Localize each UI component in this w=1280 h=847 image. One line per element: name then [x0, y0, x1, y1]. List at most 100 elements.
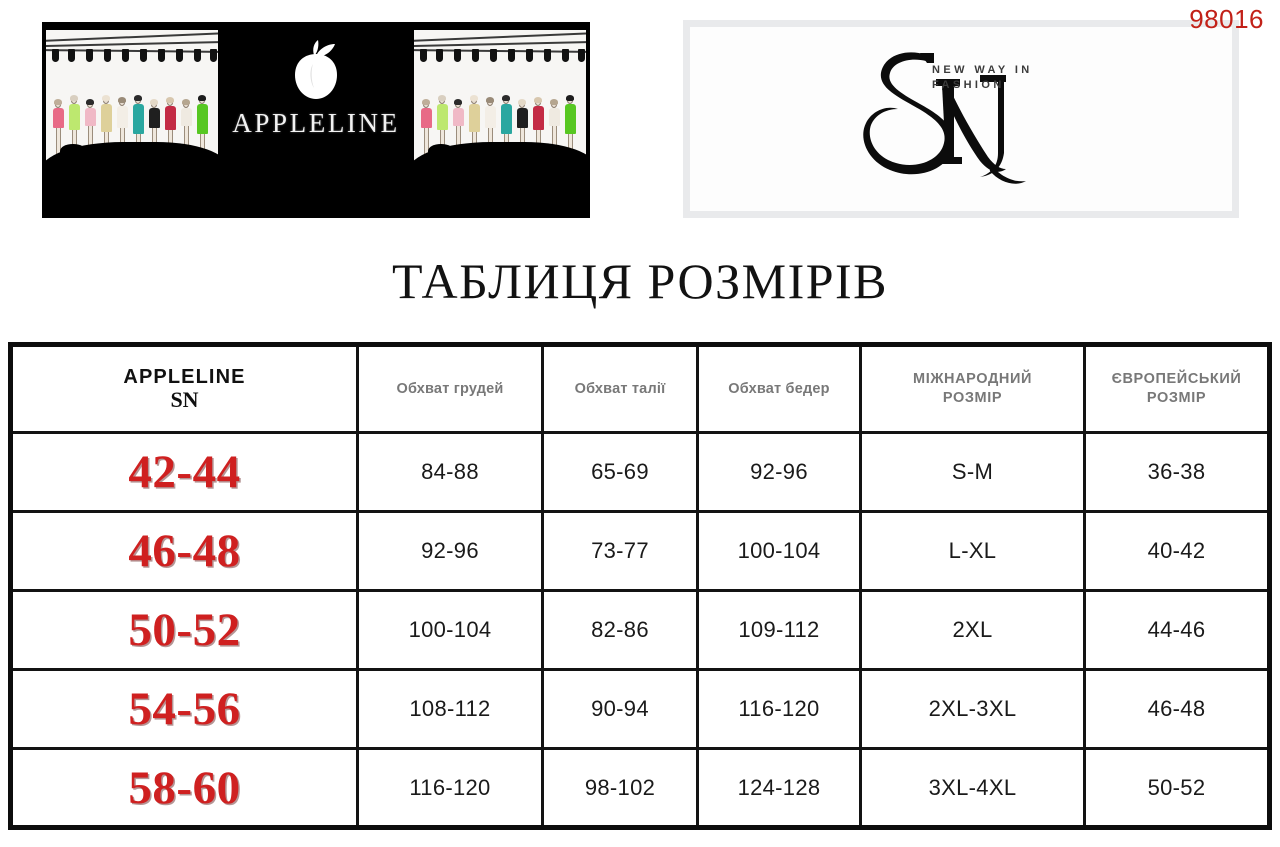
cell-hip: 109-112: [696, 589, 862, 671]
header-waist-label: Обхват талії: [574, 380, 666, 397]
header-cell-brand: APPLELINE SN: [9, 343, 359, 434]
european-value: 44-46: [1147, 617, 1206, 642]
header-brand-monogram: SN: [170, 387, 199, 412]
bust-value: 100-104: [408, 617, 492, 642]
table-row: 54-56 108-112 90-94 116-120 2XL-3XL 46-4…: [9, 668, 1271, 750]
fashion-runway-illustration-right: [414, 30, 586, 180]
cell-international: S-M: [859, 431, 1086, 513]
hip-value: 92-96: [750, 459, 808, 484]
cell-hip: 124-128: [696, 747, 862, 829]
bust-value: 108-112: [409, 696, 491, 721]
cell-bust: 116-120: [356, 747, 544, 829]
header-international-line1: МІЖНАРОДНИЙ: [913, 371, 1032, 387]
stage-truss-decoration: [46, 30, 218, 64]
cell-bust: 84-88: [356, 431, 544, 513]
european-value: 50-52: [1147, 774, 1206, 800]
cell-hip: 92-96: [696, 431, 862, 513]
cell-european: 40-42: [1083, 510, 1271, 592]
sn-brand-banner: NEW WAY IN FASHION: [683, 20, 1239, 218]
sn-tagline: NEW WAY IN FASHION: [932, 63, 1033, 93]
european-value: 40-42: [1147, 538, 1206, 563]
european-value: 46-48: [1147, 696, 1206, 721]
header-international-line2: РОЗМІР: [942, 390, 1003, 406]
table-row: 42-44 84-88 65-69 92-96 S-M 36-38: [9, 431, 1271, 513]
cell-size-ua: 42-44: [9, 431, 359, 513]
appleline-logo-block: APPLELINE: [224, 22, 408, 218]
bust-value: 84-88: [421, 459, 479, 484]
header-hip-label: Обхват бедер: [728, 380, 830, 397]
sn-tagline-line2: FASHION: [932, 79, 1005, 91]
cell-size-ua: 54-56: [9, 668, 359, 750]
size-ua-value: 50-52: [128, 604, 241, 656]
hip-value: 109-112: [738, 617, 820, 642]
cell-hip: 100-104: [696, 510, 862, 592]
waist-value: 90-94: [591, 696, 649, 721]
cell-waist: 98-102: [541, 747, 699, 829]
stage-truss-decoration: [414, 30, 586, 64]
header-bust-label: Обхват грудей: [396, 380, 504, 397]
header-cell-bust: Обхват грудей: [356, 343, 544, 434]
european-value: 36-38: [1147, 459, 1206, 484]
table-row: 58-60 116-120 98-102 124-128 3XL-4XL 50-…: [9, 747, 1271, 829]
cell-european: 44-46: [1083, 589, 1271, 671]
cell-bust: 100-104: [356, 589, 544, 671]
cell-international: 2XL-3XL: [859, 668, 1086, 750]
table-row: 50-52 100-104 82-86 109-112 2XL 44-46: [9, 589, 1271, 671]
cell-european: 36-38: [1083, 431, 1271, 513]
waist-value: 82-86: [591, 617, 649, 642]
size-chart-table: APPLELINE SN Обхват грудей Обхват талії …: [8, 342, 1272, 830]
cell-european: 50-52: [1083, 747, 1271, 829]
international-value: 2XL-3XL: [928, 696, 1017, 721]
cell-waist: 73-77: [541, 510, 699, 592]
header-european-line2: РОЗМІР: [1146, 390, 1207, 406]
header-cell-hip: Обхват бедер: [696, 343, 862, 434]
table-header-row: APPLELINE SN Обхват грудей Обхват талії …: [9, 343, 1271, 434]
appleline-wordmark: APPLELINE: [232, 108, 400, 138]
header-european-line1: ЄВРОПЕЙСЬКИЙ: [1111, 371, 1242, 387]
hip-value: 100-104: [737, 538, 821, 563]
cell-bust: 108-112: [356, 668, 544, 750]
international-value: 3XL-4XL: [928, 774, 1017, 800]
cell-european: 46-48: [1083, 668, 1271, 750]
apple-icon: [295, 40, 337, 99]
size-ua-value: 46-48: [128, 525, 241, 577]
waist-value: 65-69: [591, 459, 649, 484]
header-brand-name: APPLELINE: [123, 366, 246, 388]
hip-value: 116-120: [738, 696, 820, 721]
page-title: ТАБЛИЦЯ РОЗМІРІВ: [391, 253, 889, 309]
table-row: 46-48 92-96 73-77 100-104 L-XL 40-42: [9, 510, 1271, 592]
size-ua-value: 54-56: [128, 683, 241, 735]
header-cell-international: МІЖНАРОДНИЙ РОЗМІР: [859, 343, 1086, 434]
cell-size-ua: 58-60: [9, 747, 359, 829]
fashion-runway-illustration-left: [46, 30, 218, 180]
sn-monogram-icon: [863, 52, 1026, 184]
cell-international: L-XL: [859, 510, 1086, 592]
cell-international: 2XL: [859, 589, 1086, 671]
cell-waist: 82-86: [541, 589, 699, 671]
waist-value: 98-102: [584, 774, 656, 800]
header-cell-waist: Обхват талії: [541, 343, 699, 434]
appleline-brand-banner: APPLELINE: [42, 22, 590, 218]
banner-row: APPLELINE: [0, 0, 1280, 232]
size-ua-value: 58-60: [128, 761, 241, 814]
cell-size-ua: 46-48: [9, 510, 359, 592]
bust-value: 116-120: [409, 774, 491, 800]
sn-tagline-line1: NEW WAY IN: [932, 64, 1033, 76]
international-value: L-XL: [948, 538, 997, 563]
cell-bust: 92-96: [356, 510, 544, 592]
international-value: 2XL: [952, 617, 993, 642]
cell-international: 3XL-4XL: [859, 747, 1086, 829]
cell-size-ua: 50-52: [9, 589, 359, 671]
product-code: 98016: [1189, 4, 1264, 34]
size-ua-value: 42-44: [128, 446, 241, 498]
international-value: S-M: [951, 459, 994, 484]
waist-value: 73-77: [591, 538, 649, 563]
size-table-container: APPLELINE SN Обхват грудей Обхват талії …: [8, 342, 1272, 830]
cell-hip: 116-120: [696, 668, 862, 750]
header-cell-european: ЄВРОПЕЙСЬКИЙ РОЗМІР: [1083, 343, 1271, 434]
cell-waist: 65-69: [541, 431, 699, 513]
bust-value: 92-96: [421, 538, 479, 563]
cell-waist: 90-94: [541, 668, 699, 750]
hip-value: 124-128: [737, 774, 821, 800]
